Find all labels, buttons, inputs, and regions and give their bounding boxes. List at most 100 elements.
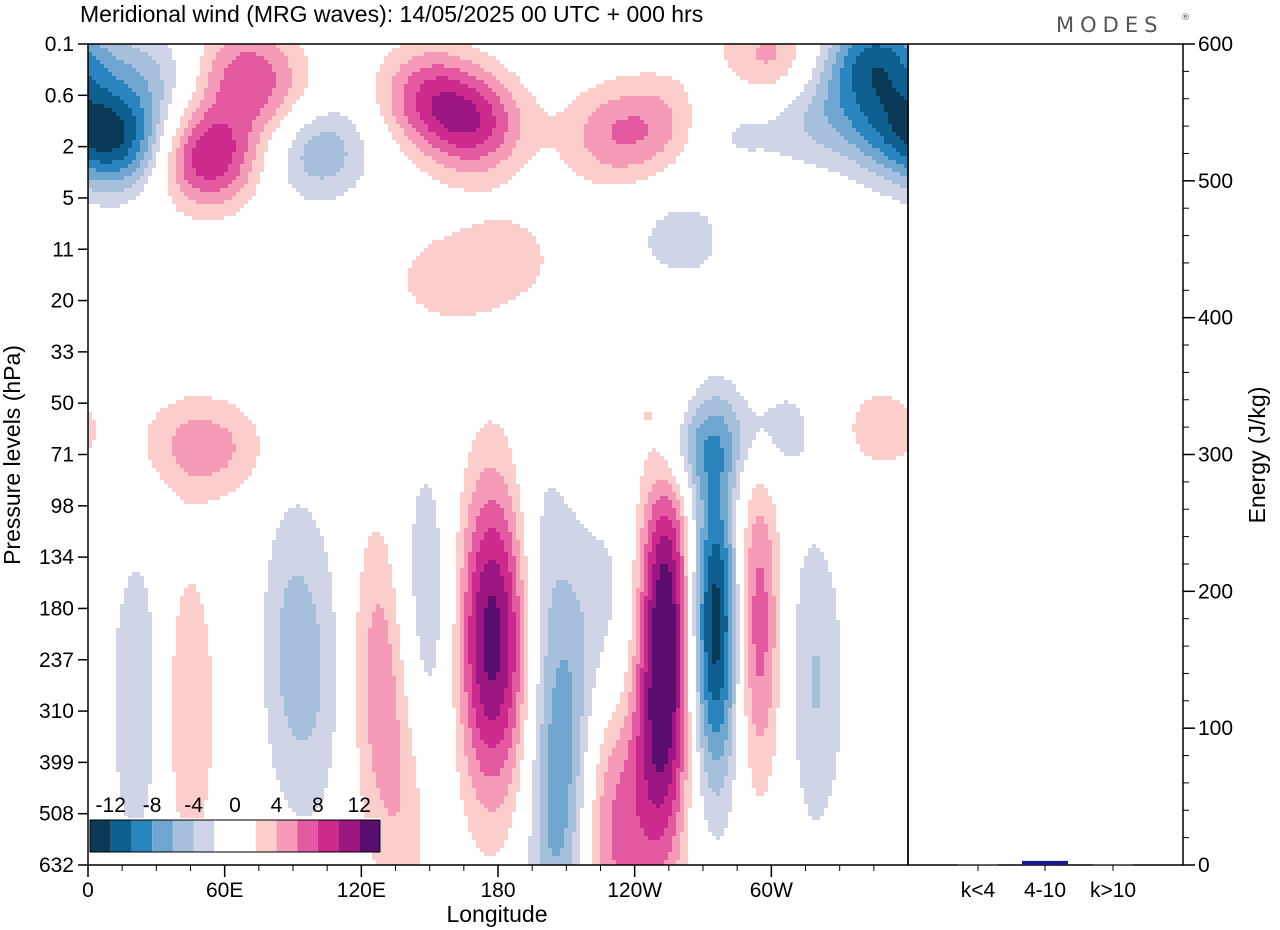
contour-band-cell <box>728 664 732 668</box>
contour-band-cell <box>368 828 420 832</box>
contour-band-cell <box>772 576 780 580</box>
contour-band-cell <box>648 796 664 800</box>
contour-band-cell <box>308 584 332 588</box>
contour-band-cell <box>548 724 572 728</box>
contour-band-cell <box>140 160 148 164</box>
contour-band-cell <box>520 612 524 616</box>
contour-band-cell <box>852 80 872 84</box>
contour-band-cell <box>548 840 564 844</box>
contour-band-cell <box>896 88 908 92</box>
contour-band-cell <box>196 108 208 112</box>
contour-band-cell <box>636 624 640 628</box>
contour-band-cell <box>472 684 480 688</box>
contour-band-cell <box>652 548 656 552</box>
contour-band-cell <box>820 80 828 84</box>
contour-band-cell <box>116 644 152 648</box>
contour-band-cell <box>176 636 208 640</box>
contour-band-cell <box>156 60 176 64</box>
contour-band-cell <box>368 664 392 668</box>
contour-band-cell <box>704 604 712 608</box>
contour-band-cell <box>412 548 440 552</box>
contour-band-cell <box>128 148 140 152</box>
contour-band-cell <box>728 492 732 496</box>
contour-band-cell <box>480 584 504 588</box>
contour-band-cell <box>380 104 392 108</box>
contour-band-cell <box>548 776 572 780</box>
contour-band-cell <box>376 780 400 784</box>
contour-band-cell <box>684 804 692 808</box>
contour-band-cell <box>684 524 688 528</box>
contour-band-cell <box>696 708 700 712</box>
contour-band-cell <box>688 452 696 456</box>
contour-band-cell <box>708 496 720 500</box>
contour-band-cell <box>512 688 520 692</box>
contour-band-cell <box>676 796 680 800</box>
contour-band-cell <box>468 552 476 556</box>
contour-band-cell <box>576 812 580 816</box>
contour-band-cell <box>764 516 776 520</box>
contour-band-cell <box>452 696 460 700</box>
contour-band-cell <box>116 736 152 740</box>
contour-band-cell <box>692 572 696 576</box>
contour-band-cell <box>600 756 608 760</box>
contour-band-cell <box>400 44 472 48</box>
contour-band-cell <box>728 712 732 716</box>
contour-band-cell <box>460 632 464 636</box>
contour-band-cell <box>88 96 120 100</box>
contour-band-cell <box>508 556 516 560</box>
contour-band-cell <box>472 612 476 616</box>
contour-band-cell <box>820 52 828 56</box>
contour-band-cell <box>680 792 684 796</box>
contour-band-cell <box>512 588 516 592</box>
contour-band-cell <box>184 144 196 148</box>
contour-band-cell <box>732 720 736 724</box>
contour-band-cell <box>832 44 840 48</box>
contour-band-cell <box>216 96 268 100</box>
contour-band-cell <box>884 68 908 72</box>
contour-band-cell <box>640 668 648 672</box>
contour-band-cell <box>360 768 372 772</box>
contour-band-cell <box>804 112 824 116</box>
contour-band-cell <box>472 548 480 552</box>
contour-band-cell <box>460 524 468 528</box>
contour-band-cell <box>484 536 500 540</box>
contour-band-cell <box>840 84 852 88</box>
contour-band-cell <box>728 488 732 492</box>
contour-band-cell <box>796 716 840 720</box>
contour-band-cell <box>400 752 412 756</box>
contour-band-cell <box>724 680 728 684</box>
contour-band-cell <box>472 688 480 692</box>
contour-band-cell <box>576 780 584 784</box>
contour-band-cell <box>636 616 640 620</box>
contour-band-cell <box>240 172 248 176</box>
contour-band-cell <box>540 744 548 748</box>
contour-band-cell <box>480 736 504 740</box>
contour-band-cell <box>704 660 708 664</box>
contour-band-cell <box>488 500 496 504</box>
contour-band-cell <box>544 668 556 672</box>
contour-band-cell <box>672 552 680 556</box>
contour-band-cell <box>724 664 728 668</box>
contour-band-cell <box>472 704 484 708</box>
contour-band-cell <box>204 52 216 56</box>
contour-band-cell <box>512 500 520 504</box>
contour-band-cell <box>596 784 604 788</box>
contour-band-cell <box>452 676 460 680</box>
contour-band-cell <box>680 620 684 624</box>
contour-band-cell <box>180 604 204 608</box>
contour-band-cell <box>508 724 516 728</box>
contour-band-cell <box>824 100 840 104</box>
contour-band-cell <box>540 760 548 764</box>
contour-band-cell <box>692 600 696 604</box>
contour-band-cell <box>400 788 420 792</box>
contour-band-cell <box>520 548 524 552</box>
contour-band-cell <box>652 728 672 732</box>
contour-band-cell <box>708 828 724 832</box>
contour-band-cell <box>188 196 232 200</box>
contour-band-cell <box>176 652 208 656</box>
contour-band-cell <box>460 512 468 516</box>
contour-band-cell <box>340 136 360 140</box>
contour-band-cell <box>676 748 680 752</box>
contour-band-cell <box>708 652 712 656</box>
contour-band-cell <box>720 604 724 608</box>
